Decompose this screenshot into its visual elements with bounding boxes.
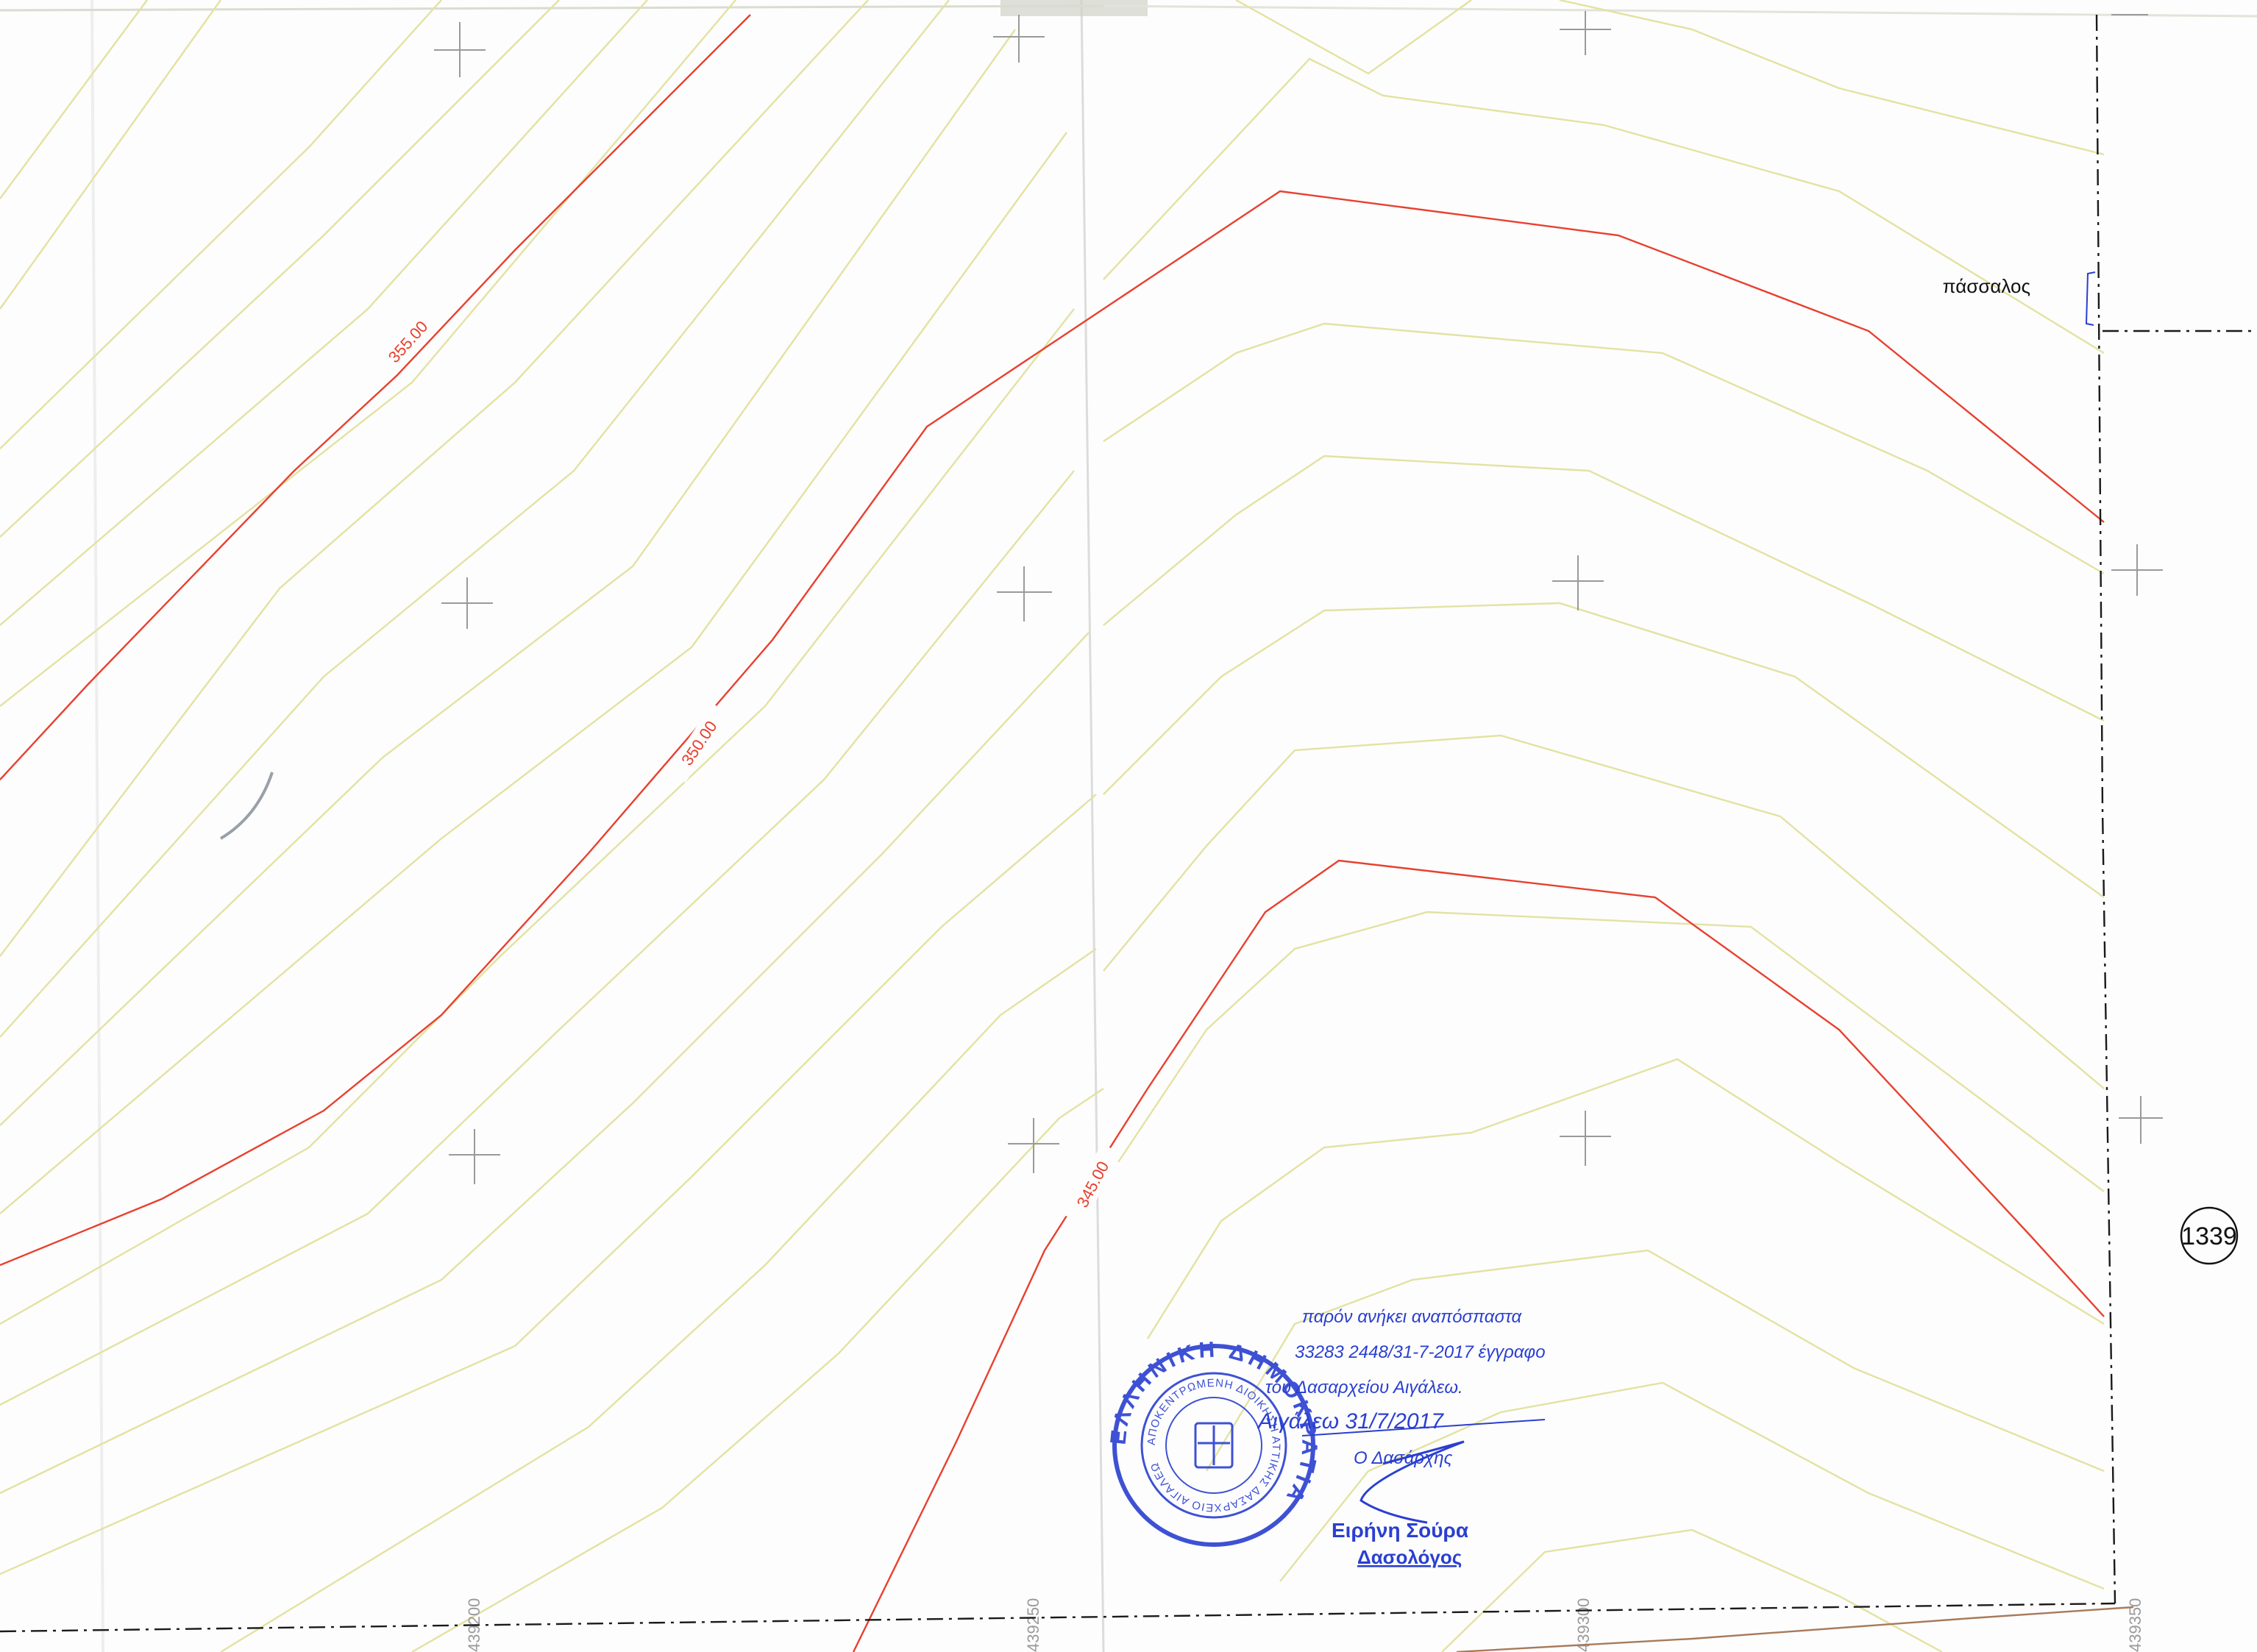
parcel-number-badge: 1339 xyxy=(2180,1206,2239,1265)
bottom-brown-line xyxy=(1456,1606,2134,1652)
grid-coord-439250: 439250 xyxy=(1024,1598,1042,1652)
signature-icon xyxy=(1359,1440,1465,1524)
stake-label: πάσσαλος xyxy=(1943,275,2030,297)
contour-345 xyxy=(852,859,2105,1652)
contour-350 xyxy=(0,190,2105,1267)
parcel-number: 1339 xyxy=(2181,1222,2237,1250)
grid-crosses xyxy=(434,11,2163,1184)
stamp-signer-title: Δασολόγος xyxy=(1357,1546,1462,1568)
stamp-text-block: παρόν ανήκει αναπόσπαστα 33283 2448/31-7… xyxy=(1257,1307,1546,1568)
grid-coord-439300: 439300 xyxy=(1574,1598,1593,1652)
stamp-line-3: του Δασαρχείου Αιγάλεω. xyxy=(1265,1378,1463,1398)
stamp-line-2: 33283 2448/31-7-2017 έγγραφο xyxy=(1295,1342,1546,1362)
intermediate-contours xyxy=(0,0,2105,1652)
grid-coord-439350: 439350 xyxy=(2126,1598,2144,1652)
stake-marker: πάσσαλος xyxy=(1943,271,2096,326)
stamp-line-4: Αιγάλεω 31/7/2017 xyxy=(1257,1409,1444,1434)
stake-bracket xyxy=(2085,271,2096,326)
contour-355 xyxy=(0,14,751,780)
stamp-signer-name: Ειρήνη Σούρα xyxy=(1332,1519,1468,1542)
stamp-line-1: παρόν ανήκει αναπόσπαστα xyxy=(1302,1307,1523,1327)
index-contours xyxy=(0,14,2105,1652)
coat-of-arms-icon xyxy=(1194,1422,1234,1469)
contour-labels: 355.00 350.00 345.00 xyxy=(375,307,1122,1225)
parcel-boundary xyxy=(0,14,2257,1633)
